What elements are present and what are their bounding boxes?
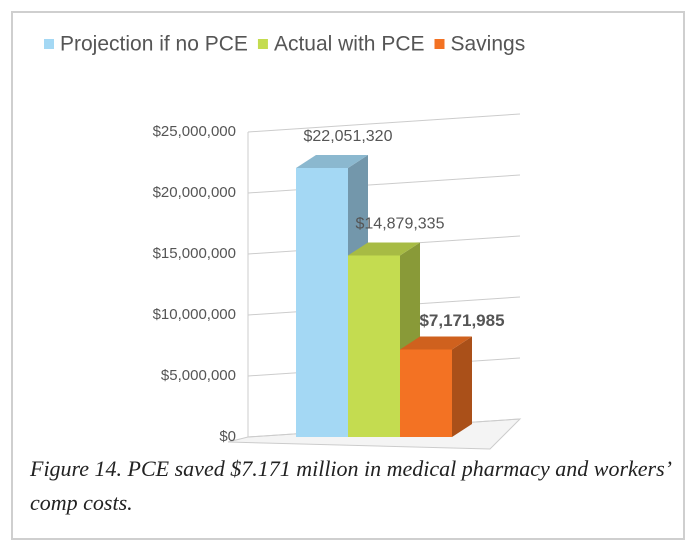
y-tick-label: $15,000,000 (153, 245, 236, 262)
y-tick-label: $20,000,000 (153, 184, 236, 201)
grid-line (247, 113, 521, 133)
legend-label: Actual with PCE (274, 33, 425, 56)
y-tick-label: $10,000,000 (153, 306, 236, 323)
y-tick-label: $5,000,000 (161, 367, 236, 384)
grid-line (247, 174, 521, 194)
bar (400, 349, 452, 437)
bar-top (296, 154, 368, 168)
value-label: $22,051,320 (304, 128, 393, 145)
bar-top (348, 242, 420, 256)
bar-top (400, 336, 472, 350)
legend-label: Savings (451, 33, 526, 56)
legend-label: Projection if no PCE (60, 33, 248, 56)
value-label: $7,171,985 (419, 311, 504, 330)
bar (348, 255, 400, 437)
y-tick-label: $0 (219, 428, 236, 445)
y-tick-label: $25,000,000 (153, 123, 236, 140)
value-label: $14,879,335 (356, 216, 445, 233)
caption: Figure 14. PCE saved $7.171 million in m… (30, 456, 670, 515)
bar-side (452, 336, 472, 437)
legend-swatch (257, 39, 268, 49)
legend-swatch (44, 39, 54, 49)
bar (296, 167, 348, 438)
legend-swatch (434, 39, 445, 49)
